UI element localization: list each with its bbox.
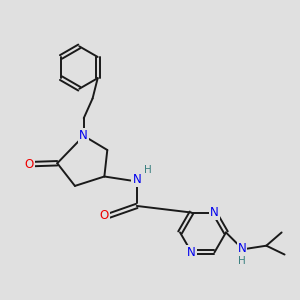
Text: N: N	[132, 173, 141, 186]
Text: N: N	[238, 242, 247, 255]
Text: O: O	[100, 209, 109, 222]
Text: N: N	[210, 206, 219, 219]
Text: H: H	[238, 256, 246, 266]
Text: N: N	[80, 129, 88, 142]
Text: N: N	[187, 246, 196, 259]
Text: H: H	[144, 165, 152, 175]
Text: O: O	[25, 158, 34, 171]
